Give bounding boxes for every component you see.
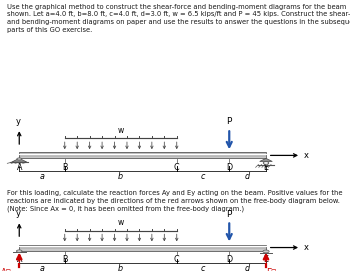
Bar bbox=[19, 153, 266, 158]
Bar bbox=[19, 153, 266, 157]
Bar bbox=[19, 245, 266, 250]
Text: y: y bbox=[16, 209, 21, 218]
Bar bbox=[19, 246, 266, 249]
Text: C: C bbox=[174, 255, 180, 264]
Circle shape bbox=[263, 162, 269, 164]
Text: c: c bbox=[201, 264, 205, 271]
Circle shape bbox=[263, 250, 269, 253]
Text: c: c bbox=[201, 172, 205, 181]
Text: a: a bbox=[40, 264, 44, 271]
Text: A: A bbox=[16, 255, 22, 264]
Text: w: w bbox=[118, 126, 124, 135]
Text: Use the graphical method to construct the shear-force and bending-moment diagram: Use the graphical method to construct th… bbox=[7, 4, 350, 33]
Text: E: E bbox=[264, 255, 268, 264]
Text: x: x bbox=[304, 151, 309, 160]
Text: B: B bbox=[62, 255, 68, 264]
Circle shape bbox=[16, 250, 22, 252]
Text: D: D bbox=[226, 255, 232, 264]
Text: d: d bbox=[245, 172, 250, 181]
Text: x: x bbox=[304, 243, 309, 252]
Polygon shape bbox=[260, 158, 272, 162]
Text: P: P bbox=[226, 117, 232, 127]
Bar bbox=[19, 157, 266, 158]
Text: E₞: E₞ bbox=[266, 268, 276, 271]
Text: w: w bbox=[118, 218, 124, 227]
Text: P: P bbox=[226, 209, 232, 219]
Polygon shape bbox=[12, 158, 27, 162]
Bar bbox=[19, 249, 266, 250]
Text: A: A bbox=[16, 163, 22, 172]
Text: d: d bbox=[245, 264, 250, 271]
Text: For this loading, calculate the reaction forces Ay and Ey acting on the beam. Po: For this loading, calculate the reaction… bbox=[7, 190, 343, 212]
Text: b: b bbox=[118, 264, 123, 271]
Text: a: a bbox=[40, 172, 44, 181]
Bar bbox=[19, 245, 266, 246]
Text: A₞: A₞ bbox=[1, 268, 11, 271]
Text: D: D bbox=[226, 163, 232, 172]
Text: B: B bbox=[62, 163, 68, 172]
Text: E: E bbox=[264, 163, 268, 172]
Text: b: b bbox=[118, 172, 123, 181]
Text: C: C bbox=[174, 163, 180, 172]
Text: y: y bbox=[16, 117, 21, 126]
Circle shape bbox=[17, 158, 22, 160]
